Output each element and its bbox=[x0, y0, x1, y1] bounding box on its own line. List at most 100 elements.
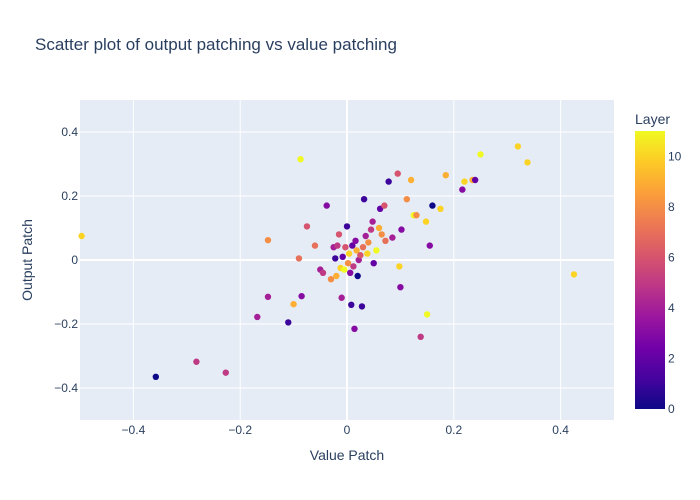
x-tick-label: 0.4 bbox=[552, 423, 569, 437]
scatter-point bbox=[423, 311, 431, 318]
scatter-point bbox=[524, 159, 531, 166]
scatter-points bbox=[78, 143, 578, 380]
scatter-point bbox=[365, 239, 372, 246]
scatter-point bbox=[437, 205, 444, 212]
x-tick-label: 0.2 bbox=[445, 423, 462, 437]
scatter-point bbox=[78, 232, 85, 240]
scatter-point bbox=[285, 319, 292, 326]
scatter-point bbox=[152, 373, 160, 380]
scatter-point bbox=[351, 325, 358, 332]
scatter-point bbox=[254, 313, 261, 321]
colorbar-tick-label: 0 bbox=[668, 402, 675, 416]
scatter-point bbox=[303, 223, 311, 230]
chart-title: Scatter plot of output patching vs value… bbox=[35, 35, 397, 54]
scatter-point bbox=[193, 358, 200, 365]
scatter-point bbox=[417, 333, 424, 340]
scatter-point bbox=[413, 212, 420, 219]
scatter-point bbox=[422, 218, 430, 225]
scatter-point bbox=[396, 263, 403, 270]
colorbar-tick-label: 2 bbox=[668, 351, 675, 365]
scatter-point bbox=[222, 369, 229, 376]
scatter-point bbox=[327, 276, 335, 283]
scatter-point bbox=[311, 242, 319, 249]
scatter-point bbox=[343, 223, 351, 230]
scatter-point bbox=[290, 300, 297, 308]
scatter-point bbox=[398, 226, 405, 233]
scatter-point bbox=[382, 237, 389, 244]
scatter-point bbox=[389, 234, 396, 241]
scatter-point bbox=[354, 272, 361, 280]
y-tick-label: 0.4 bbox=[61, 125, 78, 139]
scatter-point bbox=[369, 218, 376, 225]
scatter-point bbox=[341, 266, 348, 273]
scatter-point bbox=[397, 284, 404, 291]
scatter-point bbox=[355, 256, 362, 264]
y-axis-title: Output Patch bbox=[19, 219, 35, 301]
colorbar-tick-label: 4 bbox=[668, 301, 675, 315]
scatter-point bbox=[394, 170, 401, 177]
colorbar-tick-label: 6 bbox=[668, 250, 675, 264]
scatter-point bbox=[298, 292, 305, 300]
scatter-point bbox=[352, 237, 359, 244]
scatter-point bbox=[344, 260, 352, 267]
scatter-point bbox=[385, 178, 392, 185]
colorbar-title: Layer bbox=[635, 111, 670, 127]
scatter-point bbox=[349, 242, 356, 249]
scatter-point bbox=[477, 151, 484, 158]
scatter-point bbox=[459, 186, 466, 193]
scatter-point bbox=[323, 202, 330, 209]
scatter-point bbox=[335, 231, 343, 238]
y-tick-label: 0.2 bbox=[61, 189, 78, 203]
x-tick-label: −0.4 bbox=[122, 423, 146, 437]
x-tick-label: −0.2 bbox=[228, 423, 252, 437]
scatter-point bbox=[442, 172, 449, 179]
scatter-point bbox=[403, 196, 411, 203]
scatter-point bbox=[362, 232, 369, 240]
scatter-point bbox=[334, 242, 341, 249]
x-axis-ticks: −0.4 −0.2 0 0.2 0.4 bbox=[122, 423, 570, 437]
scatter-point bbox=[364, 250, 371, 257]
colorbar-tick-label: 8 bbox=[668, 200, 675, 214]
scatter-point bbox=[357, 252, 364, 259]
y-tick-label: 0 bbox=[71, 253, 78, 267]
scatter-point bbox=[347, 269, 354, 276]
scatter-point bbox=[342, 244, 349, 251]
colorbar-ticks: 0 2 4 6 8 10 bbox=[668, 149, 682, 416]
y-tick-label: −0.4 bbox=[54, 381, 78, 395]
scatter-point bbox=[370, 260, 377, 267]
scatter-point bbox=[360, 196, 368, 203]
scatter-point bbox=[407, 176, 415, 184]
x-axis-title: Value Patch bbox=[310, 447, 384, 463]
scatter-point bbox=[367, 226, 375, 233]
x-tick-label: 0 bbox=[344, 423, 351, 437]
scatter-point bbox=[570, 271, 578, 278]
scatter-point bbox=[358, 303, 366, 310]
scatter-point bbox=[345, 250, 353, 257]
scatter-point bbox=[373, 247, 380, 254]
scatter-point bbox=[333, 272, 340, 280]
scatter-point bbox=[339, 253, 346, 260]
grid-lines bbox=[80, 100, 614, 420]
colorbar-tick-label: 10 bbox=[668, 149, 682, 163]
scatter-point bbox=[429, 202, 436, 209]
scatter-point bbox=[514, 143, 522, 150]
scatter-point bbox=[348, 301, 355, 308]
scatter-point bbox=[295, 255, 303, 262]
scatter-point bbox=[264, 293, 272, 300]
scatter-point bbox=[350, 263, 357, 270]
scatter-point bbox=[381, 202, 388, 209]
scatter-point bbox=[297, 156, 304, 163]
scatter-point bbox=[461, 178, 468, 185]
y-tick-label: −0.2 bbox=[54, 317, 78, 331]
scatter-point bbox=[264, 236, 272, 244]
scatter-point bbox=[471, 176, 479, 184]
y-axis-ticks: −0.4 −0.2 0 0.2 0.4 bbox=[54, 125, 78, 395]
scatter-point bbox=[375, 224, 383, 232]
scatter-point bbox=[319, 269, 327, 276]
scatter-point bbox=[353, 247, 360, 254]
scatter-point bbox=[338, 294, 345, 301]
scatter-point bbox=[378, 231, 385, 238]
scatter-point bbox=[359, 244, 367, 251]
scatter-point bbox=[426, 242, 433, 249]
